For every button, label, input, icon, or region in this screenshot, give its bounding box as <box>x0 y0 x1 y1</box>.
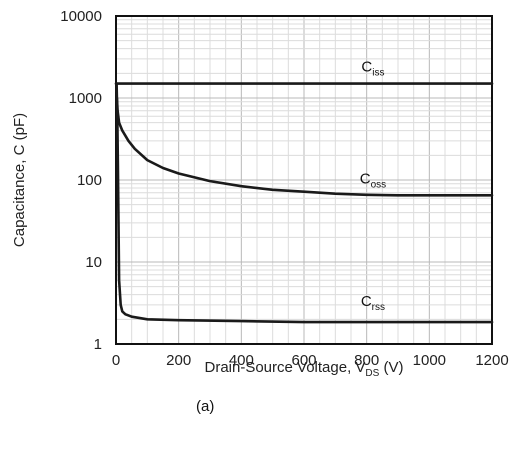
series-label-ciss: Ciss <box>361 59 384 79</box>
x-tick-label: 0 <box>112 352 120 369</box>
y-tick-label: 10000 <box>60 8 102 25</box>
y-tick-label: 100 <box>77 172 102 189</box>
series-line-crss <box>115 82 494 324</box>
x-tick-label: 200 <box>166 352 191 369</box>
grid <box>116 16 492 344</box>
series-layer <box>114 82 494 324</box>
y-axis-title: Capacitance, C (pF) <box>11 113 28 247</box>
series-label-coss: Coss <box>360 170 386 190</box>
tick-labels: 0 200 400 600 800 1000 1200 1 10 100 1000 10000 <box>60 8 508 369</box>
x-tick-label: 1000 <box>413 352 446 369</box>
x-tick-label: 600 <box>291 352 316 369</box>
series-line-coss <box>115 96 494 197</box>
plot-frame <box>115 15 493 345</box>
y-tick-label: 1000 <box>69 90 102 107</box>
y-tick-label: 1 <box>94 336 102 353</box>
x-axis-title: Drain-Source Voltage, VDS (V) <box>205 359 404 379</box>
x-tick-label: 400 <box>229 352 254 369</box>
figure-caption: (a) <box>196 398 215 415</box>
series-label-crss: Crss <box>361 293 385 313</box>
series-labels: Ciss Coss Crss <box>360 59 386 314</box>
x-tick-label: 800 <box>354 352 379 369</box>
y-tick-label: 10 <box>85 254 102 271</box>
x-tick-label: 1200 <box>475 352 508 369</box>
